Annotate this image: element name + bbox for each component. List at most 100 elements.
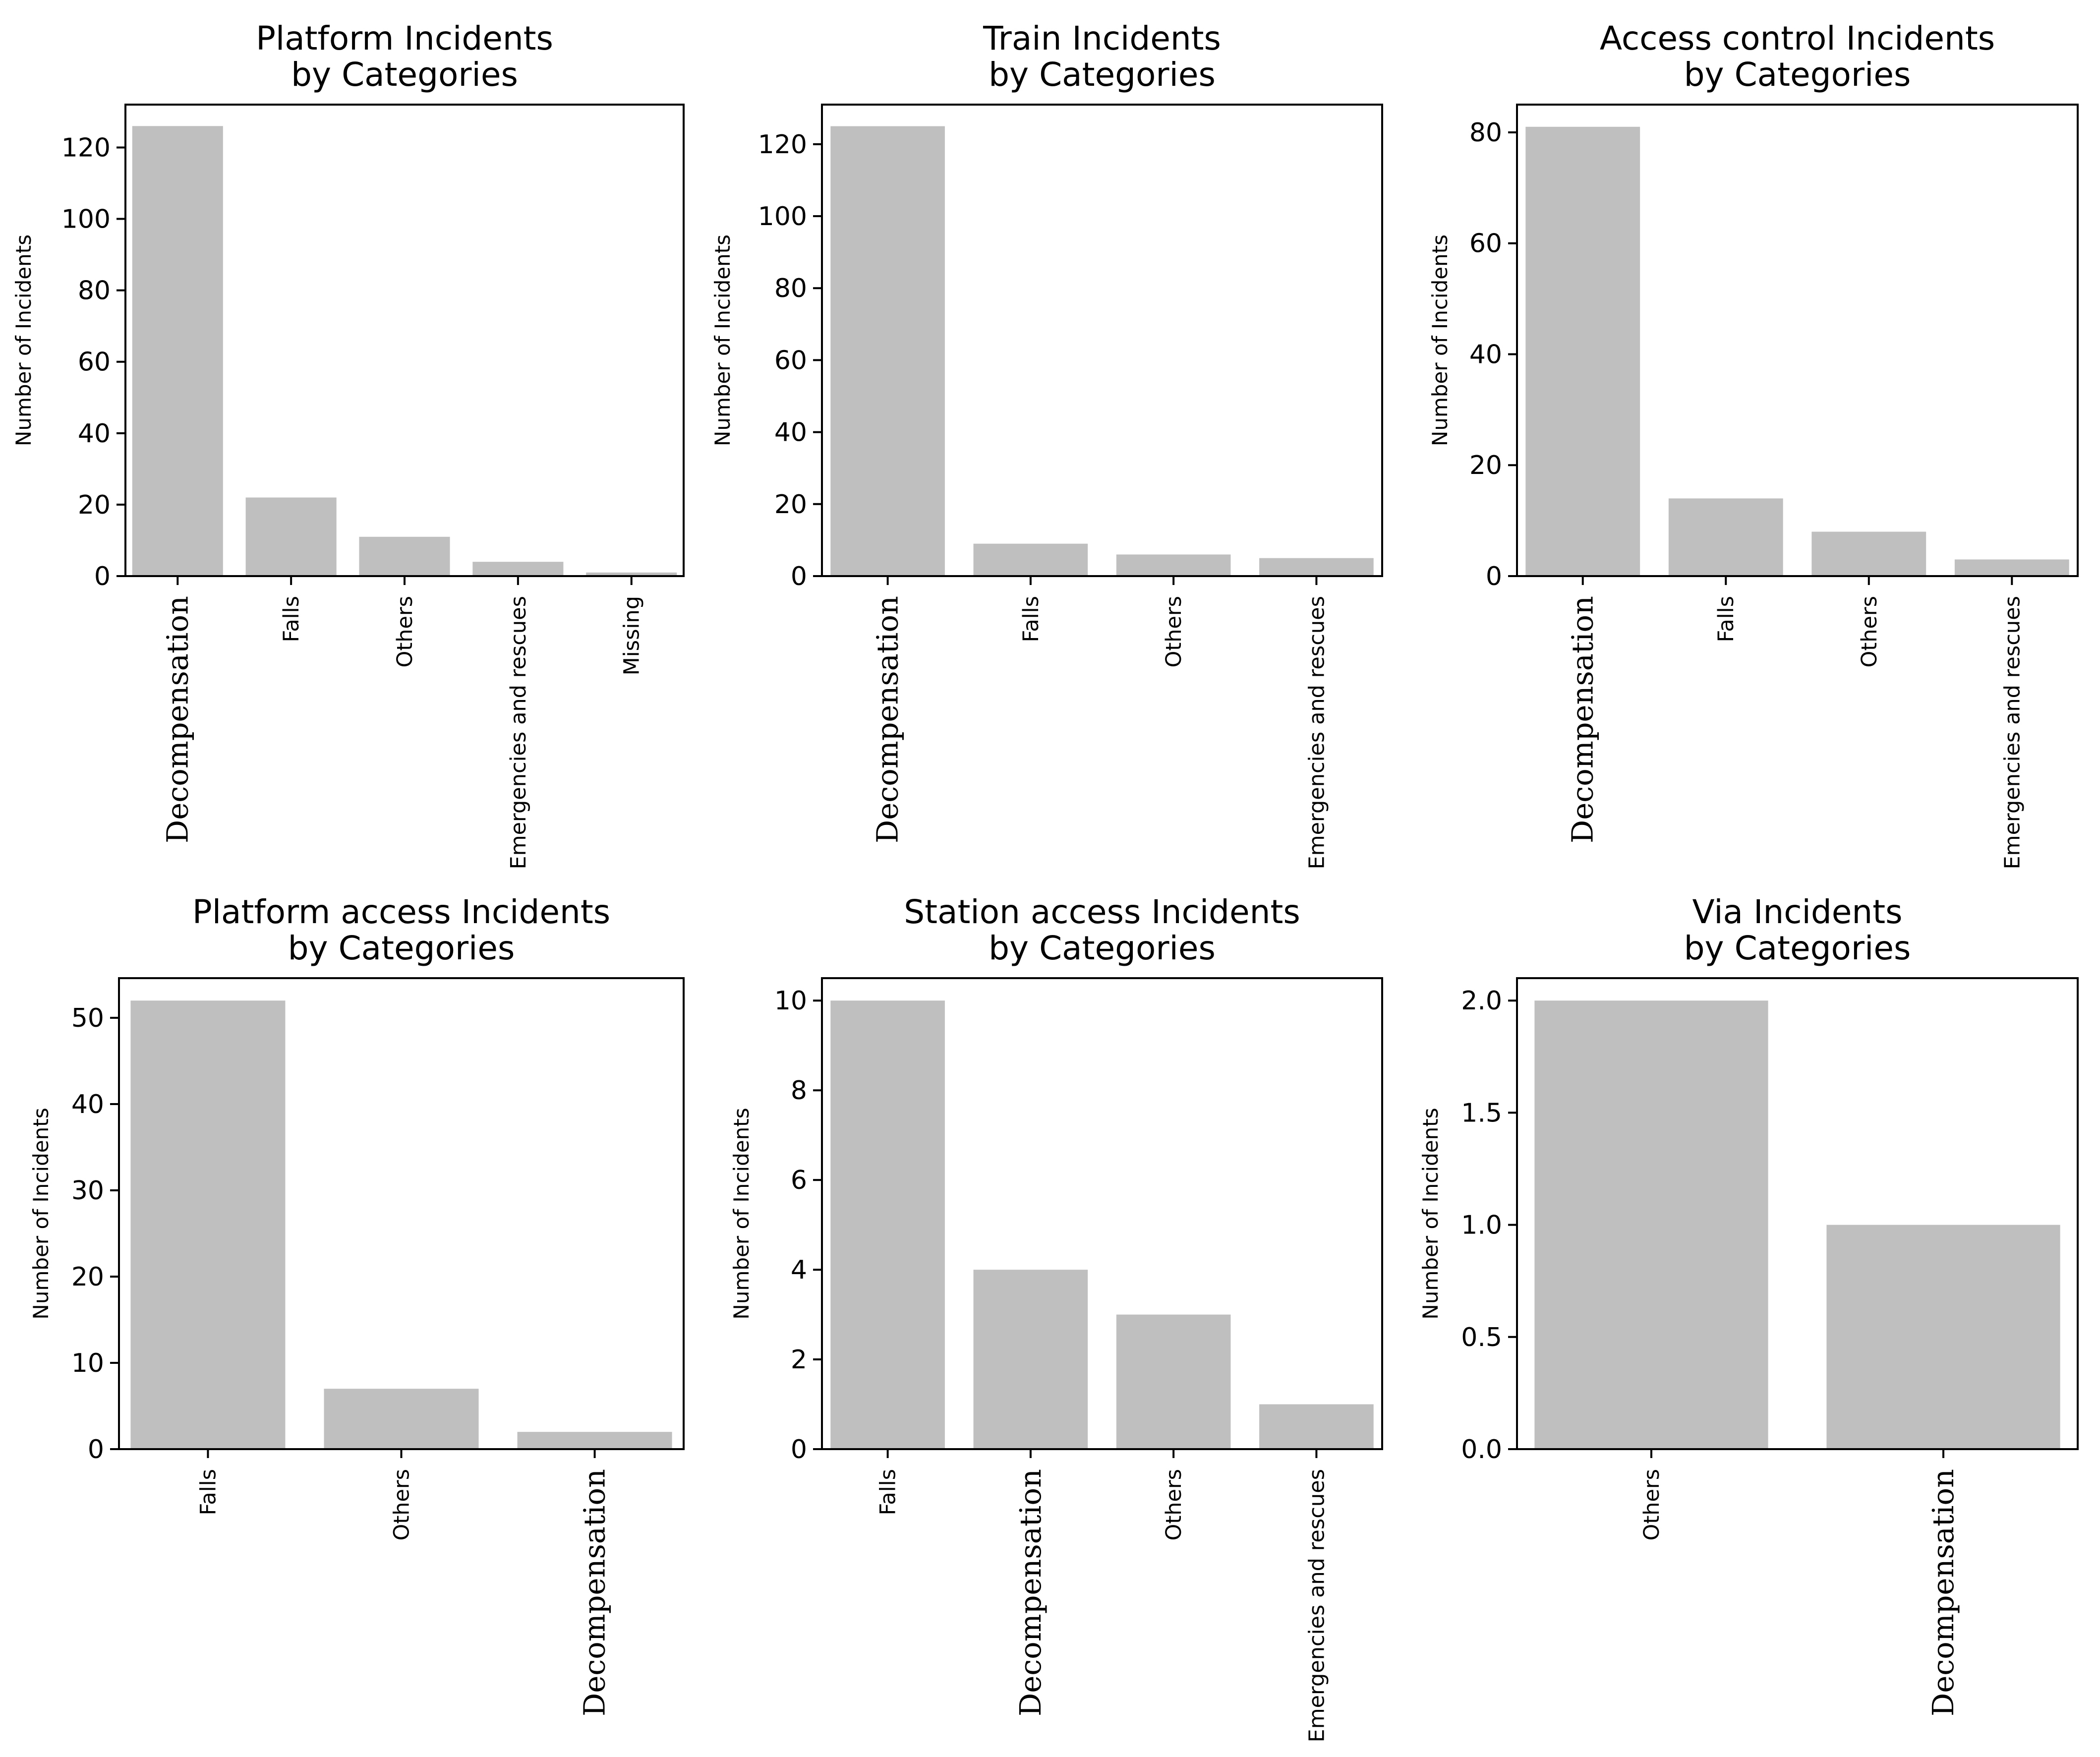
- y-axis-label: Number of Incidents: [710, 234, 735, 446]
- y-tick-label: 60: [774, 346, 807, 375]
- y-tick-label: 2: [791, 1345, 807, 1375]
- y-tick-label: 30: [71, 1176, 104, 1206]
- chart-title-line-1: Platform Incidents: [256, 19, 553, 58]
- x-tick-label: Emergencies and rescues: [2000, 596, 2025, 869]
- x-tick-label: Emergencies and rescues: [1304, 1469, 1329, 1742]
- plot-frame: [821, 104, 1383, 577]
- x-tick-label: Decompensation: [160, 596, 194, 843]
- y-tick-label: 60: [78, 348, 111, 377]
- y-axis-label: Number of Incidents: [1418, 1108, 1443, 1319]
- chart-title-line-2: by Categories: [288, 929, 515, 967]
- y-tick-label: 40: [1469, 340, 1502, 369]
- bar-decompensation: [517, 1432, 672, 1449]
- y-tick-label: 0.0: [1461, 1435, 1502, 1464]
- chart-title-line-2: by Categories: [989, 929, 1216, 967]
- y-tick-label: 80: [78, 276, 111, 306]
- y-tick-label: 20: [1469, 451, 1502, 480]
- y-tick-label: 6: [791, 1166, 807, 1195]
- y-tick-label: 20: [71, 1262, 104, 1292]
- y-tick-label: 10: [774, 986, 807, 1016]
- x-tick-label: Others: [1162, 596, 1186, 668]
- x-tick-label: Others: [1857, 596, 1882, 668]
- bar-others: [1116, 1314, 1231, 1449]
- y-tick-label: 80: [774, 274, 807, 303]
- bar-missing: [586, 572, 677, 576]
- x-tick-label: Falls: [876, 1469, 901, 1515]
- y-axis-label: Number of Incidents: [11, 234, 36, 446]
- x-tick-label: Decompensation: [1013, 1469, 1048, 1716]
- chart-title-line-2: by Categories: [1684, 929, 1911, 967]
- chart-title-line-2: by Categories: [1684, 56, 1911, 94]
- y-axis-label: Number of Incidents: [729, 1108, 754, 1319]
- chart-title-line-2: by Categories: [291, 56, 518, 94]
- y-tick-label: 120: [758, 130, 807, 160]
- x-tick-label: Decompensation: [578, 1469, 612, 1716]
- y-tick-label: 100: [61, 205, 111, 234]
- y-tick-label: 40: [774, 418, 807, 448]
- y-tick-label: 2.0: [1461, 986, 1502, 1016]
- plot-frame: [1516, 977, 2079, 1450]
- y-tick-label: 80: [1469, 118, 1502, 148]
- bar-falls: [1668, 498, 1783, 576]
- y-tick-label: 40: [71, 1090, 104, 1119]
- chart-title-line-1: Via Incidents: [1692, 893, 1903, 931]
- y-tick-label: 20: [78, 490, 111, 520]
- chart-title-line-1: Access control Incidents: [1600, 19, 1995, 58]
- y-tick-label: 20: [774, 490, 807, 520]
- y-tick-label: 0: [791, 562, 807, 591]
- y-tick-label: 4: [791, 1255, 807, 1285]
- chart-title-line-1: Platform access Incidents: [192, 893, 610, 931]
- bar-decompensation: [132, 126, 223, 576]
- bar-decompensation: [830, 126, 945, 576]
- y-tick-label: 1.5: [1461, 1098, 1502, 1128]
- x-tick-label: Others: [1162, 1469, 1186, 1541]
- y-tick-label: 0: [88, 1435, 104, 1464]
- x-tick-label: Decompensation: [871, 596, 905, 843]
- bar-falls: [973, 543, 1088, 576]
- bar-emergencies-and-rescues: [1954, 559, 2069, 576]
- x-tick-label: Falls: [1714, 596, 1739, 642]
- bar-others: [1811, 531, 1926, 576]
- bar-falls: [830, 1000, 945, 1449]
- chart-title-line-2: by Categories: [989, 56, 1216, 94]
- y-tick-label: 0: [791, 1435, 807, 1464]
- x-tick-label: Emergencies and rescues: [506, 596, 531, 869]
- y-tick-label: 40: [78, 419, 111, 449]
- x-tick-label: Others: [393, 596, 417, 668]
- x-tick-label: Decompensation: [1566, 596, 1600, 843]
- x-tick-label: Falls: [1019, 596, 1044, 642]
- y-tick-label: 60: [1469, 229, 1502, 259]
- x-tick-label: Decompensation: [1926, 1469, 1960, 1716]
- y-tick-label: 120: [61, 133, 111, 163]
- x-tick-label: Emergencies and rescues: [1304, 596, 1329, 869]
- x-tick-label: Missing: [620, 596, 644, 675]
- bar-falls: [245, 497, 337, 576]
- x-tick-label: Others: [390, 1469, 414, 1541]
- bar-falls: [130, 1000, 286, 1449]
- x-tick-label: Falls: [196, 1469, 221, 1515]
- bar-emergencies-and-rescues: [472, 562, 564, 576]
- bar-others: [324, 1389, 479, 1449]
- bar-decompensation: [1826, 1225, 2060, 1449]
- y-tick-label: 1.0: [1461, 1211, 1502, 1240]
- plot-frame: [1516, 104, 2079, 577]
- y-tick-label: 100: [758, 202, 807, 232]
- bar-decompensation: [1525, 126, 1640, 577]
- x-tick-label: Falls: [279, 596, 304, 642]
- chart-title-line-1: Train Incidents: [983, 19, 1221, 58]
- y-tick-label: 8: [791, 1076, 807, 1106]
- x-tick-label: Others: [1639, 1469, 1664, 1541]
- y-tick-label: 10: [71, 1348, 104, 1378]
- y-axis-label: Number of Incidents: [1428, 234, 1452, 446]
- bar-emergencies-and-rescues: [1259, 558, 1374, 576]
- y-axis-label: Number of Incidents: [29, 1108, 53, 1319]
- plot-frame: [821, 977, 1383, 1450]
- y-tick-label: 0: [1486, 562, 1502, 591]
